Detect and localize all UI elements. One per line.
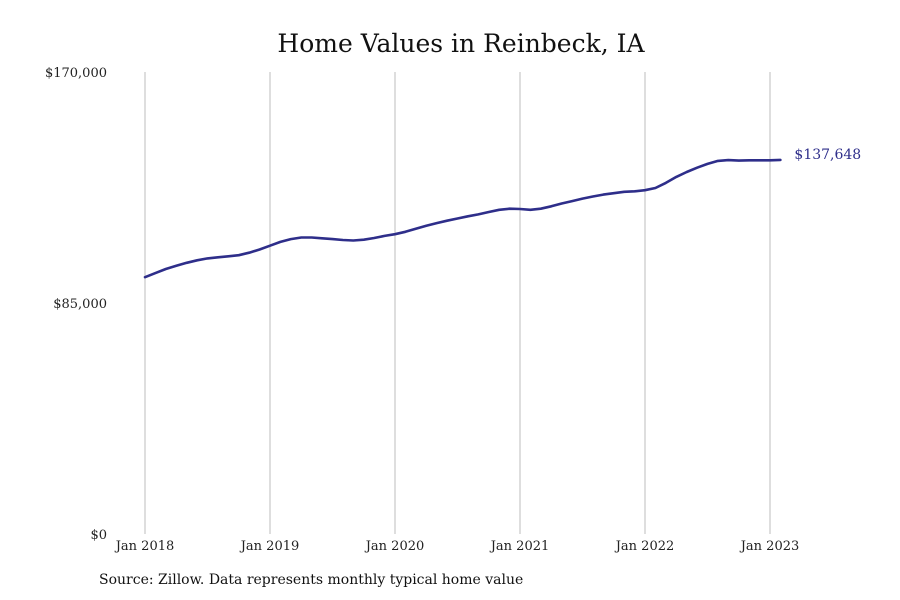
x-tick-label: Jan 2023	[739, 539, 800, 554]
x-axis-ticks: Jan 2018 Jan 2019 Jan 2020 Jan 2021 Jan 2022…	[114, 539, 800, 554]
x-tick-label: Jan 2018	[114, 539, 175, 554]
y-tick-label: $0	[90, 528, 107, 543]
series-end-label: $137,648	[794, 147, 861, 163]
y-tick-label: $85,000	[53, 297, 107, 312]
series-line	[143, 158, 782, 279]
x-tick-label: Jan 2022	[614, 539, 675, 554]
series-layer: $137,648	[143, 147, 861, 279]
grid-lines	[144, 72, 771, 534]
y-axis-ticks: $0 $85,000 $170,000	[45, 66, 107, 543]
x-tick-label: Jan 2021	[489, 539, 550, 554]
source-note: Source: Zillow. Data represents monthly …	[99, 572, 524, 588]
x-tick-label: Jan 2019	[239, 539, 300, 554]
x-tick-label: Jan 2020	[364, 539, 425, 554]
y-tick-label: $170,000	[45, 66, 107, 81]
chart-title: Home Values in Reinbeck, IA	[277, 29, 645, 58]
